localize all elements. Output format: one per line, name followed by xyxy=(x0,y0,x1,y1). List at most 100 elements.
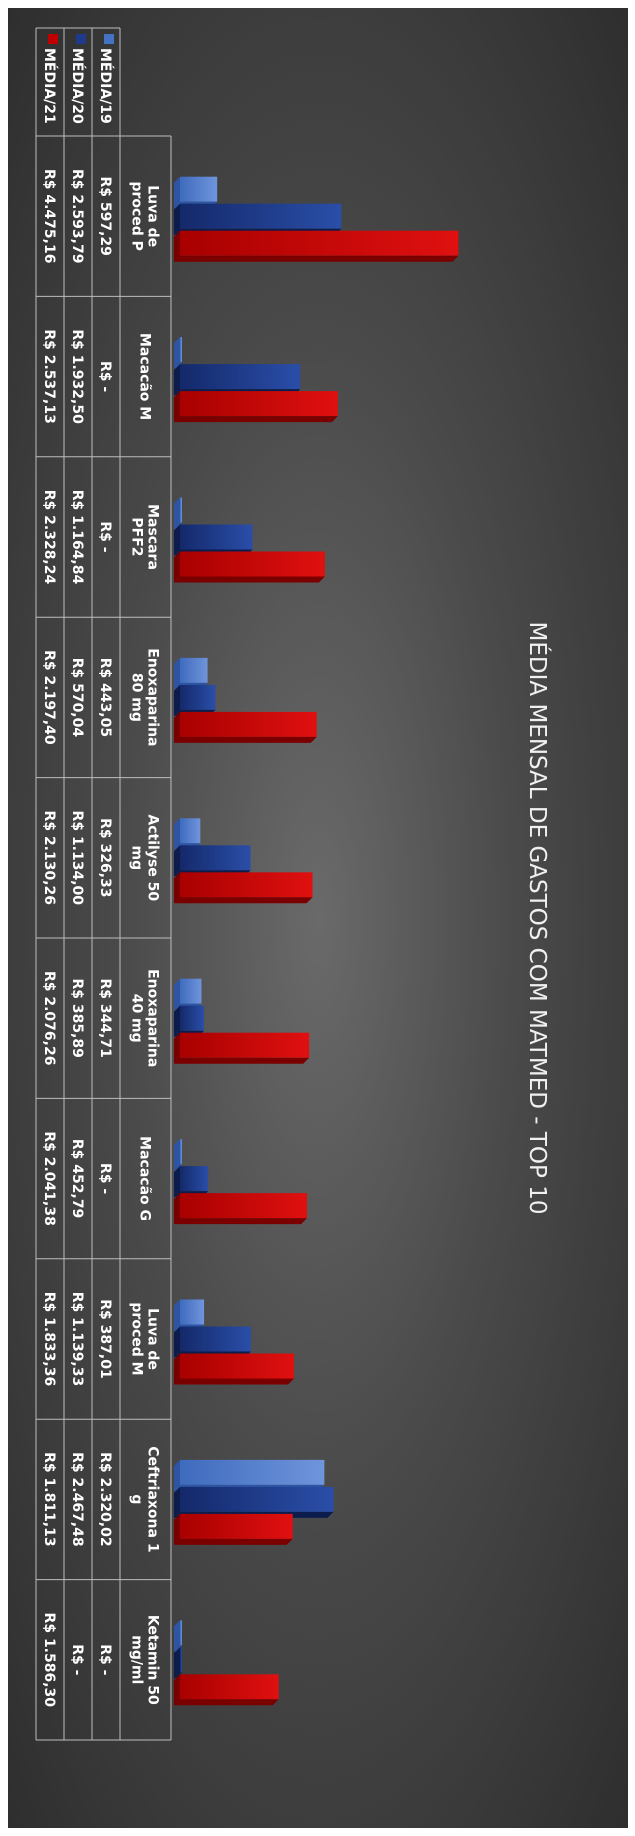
bar-base xyxy=(174,1326,180,1358)
category-label: Macacão G xyxy=(137,1136,153,1221)
data-label: R$ 2.467,48 xyxy=(69,1452,85,1546)
category-label: Luva deproced P xyxy=(129,181,161,251)
bar xyxy=(180,1674,279,1700)
bar-base xyxy=(174,230,180,262)
bar-base xyxy=(174,1620,180,1652)
bar-base xyxy=(174,978,180,1010)
data-label: R$ 1.833,36 xyxy=(41,1292,57,1386)
data-label: R$ 2.320,02 xyxy=(97,1452,113,1546)
bar-side xyxy=(174,1699,279,1706)
data-label: R$ - xyxy=(97,1163,113,1194)
bar xyxy=(180,818,201,844)
bar xyxy=(179,978,202,1004)
category-label: MascaraPFF2 xyxy=(129,504,161,570)
data-label: R$ 1.134,00 xyxy=(69,811,85,906)
bar xyxy=(180,230,459,256)
bar-base xyxy=(174,872,180,904)
bar-base xyxy=(174,1674,180,1706)
bar-side xyxy=(174,1645,182,1652)
bar-side xyxy=(174,1672,182,1679)
bar-side xyxy=(174,1218,308,1225)
data-label: R$ - xyxy=(69,1644,85,1675)
bar-side xyxy=(174,897,313,904)
bar-base xyxy=(174,551,180,583)
bar xyxy=(179,551,325,577)
bar-base xyxy=(174,1139,180,1171)
data-table: Luva deproced P Macacão M MascaraPFF2 Enoxa… xyxy=(35,27,172,1741)
bar xyxy=(180,1299,205,1325)
category-label: Ketamin 50mg/ml xyxy=(129,1615,161,1705)
bar xyxy=(179,176,218,202)
bar xyxy=(179,684,216,710)
data-label: R$ 570,04 xyxy=(69,658,85,738)
data-label: R$ - xyxy=(97,1644,113,1675)
chart-title: MÉDIA MENSAL DE GASTOS COM MATMED - TOP … xyxy=(524,622,552,1215)
bar-side xyxy=(174,1164,182,1171)
bar xyxy=(179,1326,251,1352)
bar-base xyxy=(174,1513,180,1545)
bar-base xyxy=(174,684,180,716)
category-label: Actilyse 50mg xyxy=(129,814,161,901)
bar xyxy=(180,657,208,683)
legend-label: MÉDIA/21 xyxy=(41,48,58,124)
bar-base xyxy=(174,711,180,743)
data-label: R$ 2.076,26 xyxy=(41,971,57,1065)
bar xyxy=(180,1353,295,1379)
bar-base xyxy=(174,497,180,529)
bar-side xyxy=(174,362,182,369)
bar xyxy=(180,1513,293,1539)
legend-key xyxy=(76,34,86,44)
bar xyxy=(180,337,182,363)
data-label: R$ 2.593,79 xyxy=(69,169,85,263)
data-label: R$ 2.328,24 xyxy=(41,490,57,585)
bar-side xyxy=(174,736,317,743)
bar-side xyxy=(174,522,182,529)
data-label: R$ 443,05 xyxy=(97,658,113,737)
data-label: R$ - xyxy=(97,521,113,552)
bar xyxy=(180,524,253,550)
data-label: R$ 2.537,13 xyxy=(41,329,57,423)
data-label: R$ 1.932,50 xyxy=(69,329,85,424)
data-label: R$ 4.475,16 xyxy=(41,169,57,263)
bar-base xyxy=(174,1193,180,1225)
bar xyxy=(180,391,338,417)
bar xyxy=(180,1032,310,1058)
bar-base xyxy=(174,391,180,423)
bar-base xyxy=(174,1299,180,1331)
bar-chart: MÉDIA MENSAL DE GASTOS COM MATMED - TOP … xyxy=(35,27,552,1741)
bar xyxy=(180,203,342,229)
bar xyxy=(180,1139,182,1165)
bar xyxy=(180,711,317,737)
bar xyxy=(179,1486,334,1512)
bar-base xyxy=(174,203,180,235)
data-label: R$ 344,71 xyxy=(97,978,113,1057)
bar-base xyxy=(174,364,180,396)
bar xyxy=(179,1193,308,1219)
data-label: R$ 1.164,84 xyxy=(69,490,85,585)
bars-layer xyxy=(174,176,459,1706)
legend-key xyxy=(48,34,58,44)
data-label: R$ 1.811,13 xyxy=(41,1452,57,1546)
data-label: R$ 597,29 xyxy=(97,176,113,255)
bar xyxy=(180,1620,182,1646)
bar xyxy=(179,1005,205,1031)
legend-label: MÉDIA/19 xyxy=(97,48,114,124)
bar-base xyxy=(174,818,180,850)
category-label: Macacão M xyxy=(137,333,153,420)
data-label: R$ 452,79 xyxy=(69,1139,85,1218)
bar-base xyxy=(174,657,180,689)
bar xyxy=(180,1166,209,1192)
bar-base xyxy=(174,1005,180,1037)
bar xyxy=(180,497,182,523)
data-label: R$ 385,89 xyxy=(69,978,85,1057)
bar-side xyxy=(174,1057,310,1064)
bar-base xyxy=(174,1647,180,1679)
bar-base xyxy=(174,524,180,556)
bar-side xyxy=(174,576,325,583)
chart-background: MÉDIA MENSAL DE GASTOS COM MATMED - TOP … xyxy=(8,8,628,1828)
bar-base xyxy=(174,1032,180,1064)
category-label: Enoxaparina80 mg xyxy=(129,648,161,746)
bar-base xyxy=(174,176,180,208)
category-label: Enoxaparina40 mg xyxy=(129,969,161,1067)
data-label: R$ 387,01 xyxy=(97,1299,113,1378)
